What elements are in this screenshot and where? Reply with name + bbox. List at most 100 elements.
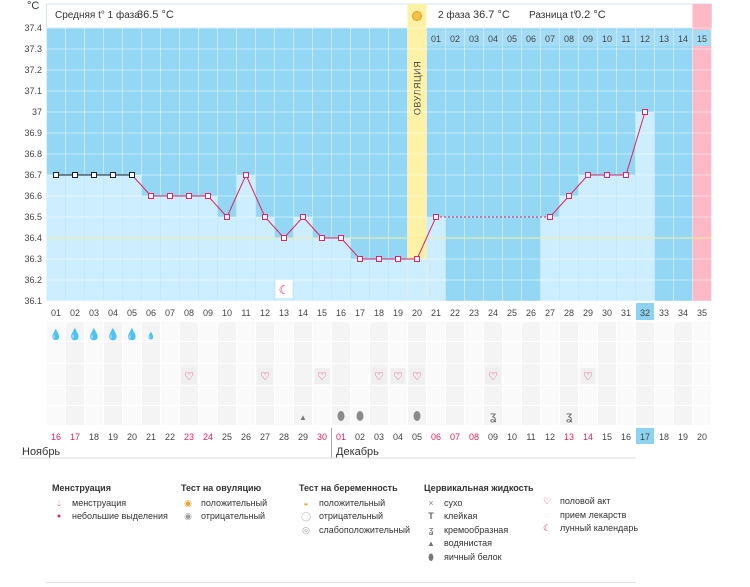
marker-cell bbox=[674, 406, 692, 425]
date-label: 28 bbox=[279, 432, 289, 442]
marker-cell bbox=[123, 322, 141, 341]
marker-cell bbox=[427, 406, 445, 425]
watery-icon: ▲ bbox=[299, 413, 307, 422]
marker-cell bbox=[617, 322, 635, 341]
marker-cell bbox=[598, 386, 616, 405]
heart-icon: ♡ bbox=[184, 371, 194, 383]
y-tick-label: 36.6 bbox=[24, 191, 42, 201]
temp-bar bbox=[351, 259, 369, 301]
marker-cell bbox=[370, 386, 388, 405]
marker-cell bbox=[503, 364, 521, 385]
date-label: 23 bbox=[184, 432, 194, 442]
date-label: 06 bbox=[431, 432, 441, 442]
date-label: 11 bbox=[526, 432, 535, 442]
heart-cell bbox=[409, 368, 425, 384]
temp-segment bbox=[226, 174, 247, 218]
menstruation-icon: 💧 bbox=[87, 328, 101, 341]
temp-bar bbox=[142, 196, 160, 301]
marker-cell bbox=[237, 406, 255, 425]
phase2-day-cell bbox=[541, 30, 559, 46]
marker-cell bbox=[617, 406, 635, 425]
unit-label: °C bbox=[27, 0, 40, 12]
phase2-day-label: 03 bbox=[469, 34, 479, 44]
x-tick-label: 21 bbox=[431, 308, 441, 318]
x-tick-label: 18 bbox=[374, 308, 384, 318]
moon-icon: ☾ bbox=[542, 523, 552, 533]
y-tick-label: 36.9 bbox=[24, 128, 42, 138]
marker-cell bbox=[85, 406, 103, 425]
phase2-value: 36.7 °C bbox=[473, 9, 510, 21]
marker-cell bbox=[47, 386, 65, 405]
axes: 37.4 37.3 37.2 37.1 37 36.9 36.8 36.7 36.6 36.5 36… bbox=[20, 23, 707, 459]
marker-cell bbox=[123, 386, 141, 405]
temp-point bbox=[129, 172, 135, 178]
date-label: 27 bbox=[260, 432, 270, 442]
marker-cell bbox=[446, 386, 464, 405]
marker-cell bbox=[522, 386, 540, 405]
marker-cell bbox=[503, 322, 521, 341]
menstruation-icon: 💧 bbox=[50, 328, 62, 341]
marker-cell bbox=[66, 322, 84, 341]
marker-cell bbox=[85, 322, 103, 341]
marker-cell bbox=[427, 386, 445, 405]
marker-cell bbox=[294, 406, 312, 425]
temp-segment bbox=[131, 174, 152, 197]
x-tick-label: 17 bbox=[355, 308, 365, 318]
x-tick-label: 19 bbox=[393, 308, 403, 318]
marker-cell bbox=[541, 406, 559, 425]
x-tick-label: 34 bbox=[678, 308, 688, 318]
marker-cell bbox=[85, 364, 103, 385]
temp-point bbox=[585, 172, 591, 178]
legend-item: яичный белок bbox=[444, 551, 502, 562]
heart-cell bbox=[314, 368, 330, 384]
date-label: 13 bbox=[564, 432, 574, 442]
temp-segment bbox=[340, 237, 361, 260]
marker-cell bbox=[199, 322, 217, 341]
marker-cell bbox=[484, 342, 502, 363]
temp-segment bbox=[625, 111, 646, 176]
marker-cell bbox=[541, 322, 559, 341]
marker-cell bbox=[693, 406, 711, 425]
marker-cell bbox=[294, 342, 312, 363]
phase2-day-label: 09 bbox=[583, 34, 593, 44]
temperature-line bbox=[53, 109, 648, 262]
ovulation-test-positive-icon: ◉ bbox=[184, 497, 192, 508]
legend-item: слабоположительный bbox=[319, 524, 411, 535]
marker-cell bbox=[237, 342, 255, 363]
marker-cell bbox=[66, 342, 84, 363]
legend-menstruation: Менструация 💧︎ менструация ● небольшие выд… bbox=[52, 482, 168, 524]
marker-cell bbox=[579, 342, 597, 363]
marker-cell bbox=[180, 406, 198, 425]
phase2-day-label: 10 bbox=[602, 34, 612, 44]
marker-cell bbox=[294, 364, 312, 385]
marker-cell bbox=[332, 322, 350, 341]
marker-cell bbox=[598, 364, 616, 385]
x-tick-label: 13 bbox=[279, 308, 289, 318]
marker-cell bbox=[47, 322, 65, 341]
marker-cell bbox=[408, 342, 426, 363]
marker-cell bbox=[579, 386, 597, 405]
marker-cell bbox=[693, 322, 711, 341]
marker-cell bbox=[370, 342, 388, 363]
date-label: 18 bbox=[89, 432, 99, 442]
date-label: 09 bbox=[488, 432, 498, 442]
marker-cell bbox=[218, 322, 236, 341]
ovulation-sun-icon bbox=[412, 11, 422, 21]
marker-cell bbox=[408, 322, 426, 341]
phase2-day-cell bbox=[598, 30, 616, 46]
legend-item: отрицательный bbox=[319, 511, 384, 521]
legend-bottom-rule bbox=[46, 582, 636, 583]
temp-point bbox=[566, 193, 572, 199]
marker-cell bbox=[503, 386, 521, 405]
marker-cell bbox=[484, 386, 502, 405]
x-tick-label: 32 bbox=[640, 308, 650, 318]
marker-cell bbox=[123, 406, 141, 425]
x-tick-label: 24 bbox=[488, 308, 498, 318]
marker-cell bbox=[313, 406, 331, 425]
temp-point bbox=[338, 235, 344, 241]
date-label: 08 bbox=[469, 432, 479, 442]
date-label: 22 bbox=[165, 432, 175, 442]
marker-cell bbox=[256, 342, 274, 363]
marker-cell bbox=[218, 364, 236, 385]
